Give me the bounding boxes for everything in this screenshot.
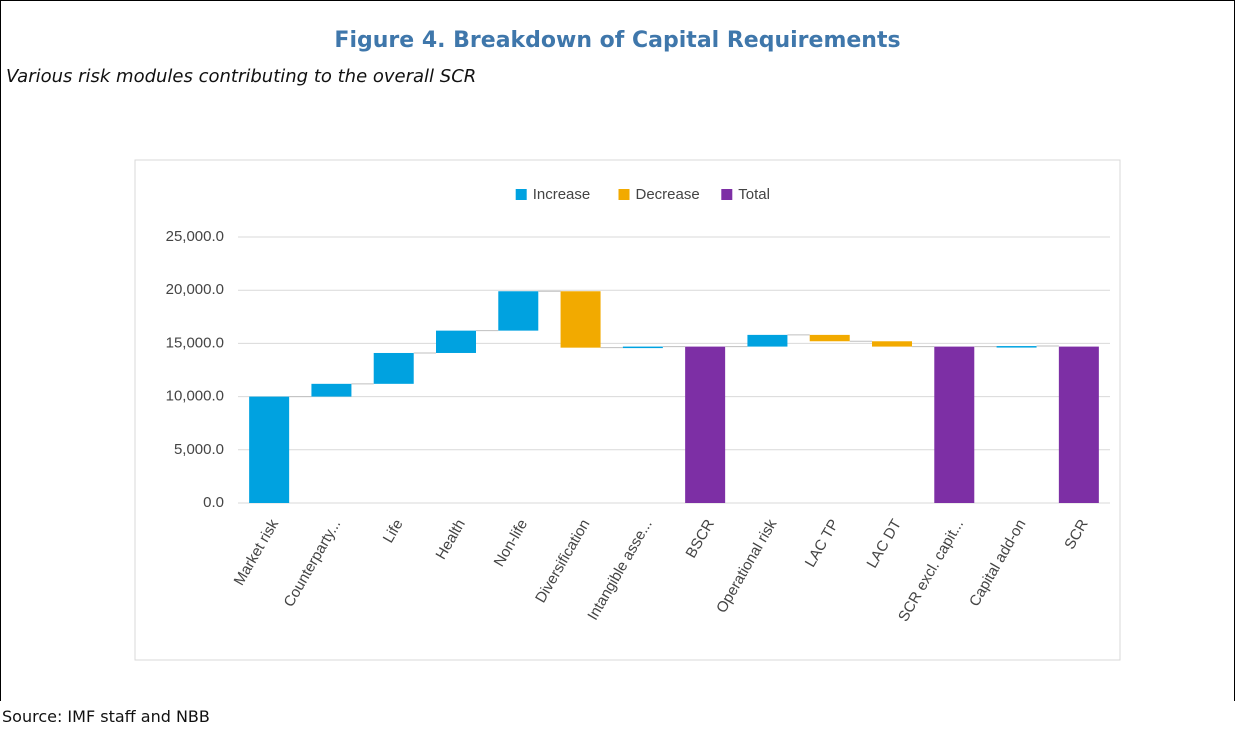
title: Figure 4. Breakdown of Capital Requireme…: [334, 28, 901, 53]
y-tick-label: 10,000.0: [166, 388, 224, 405]
bar: [685, 346, 726, 503]
bar: [996, 346, 1037, 348]
bar: [560, 291, 601, 348]
legend-label: Total: [738, 186, 770, 203]
bar: [311, 383, 352, 397]
bar: [1058, 346, 1099, 503]
legend-swatch: [721, 189, 733, 200]
y-tick-label: 25,000.0: [166, 228, 224, 245]
bar: [436, 330, 476, 353]
bar: [809, 334, 850, 342]
legend-label: Decrease: [636, 186, 700, 203]
legend-swatch: [618, 189, 630, 200]
y-tick-label: 5,000.0: [174, 441, 224, 458]
bar: [498, 291, 539, 331]
bar: [934, 346, 975, 503]
y-tick-label: 15,000.0: [166, 334, 224, 351]
source: Source: IMF staff and NBB: [2, 707, 210, 726]
bar: [747, 334, 788, 347]
y-tick-label: 20,000.0: [166, 281, 224, 298]
bar: [249, 396, 290, 503]
bar: [622, 346, 663, 349]
y-tick-label: 0.0: [203, 494, 224, 511]
legend-label: Increase: [533, 186, 591, 203]
legend-swatch: [515, 189, 527, 200]
bar: [373, 352, 414, 384]
subtitle: Various risk modules contributing to the…: [6, 66, 477, 87]
bar: [872, 341, 912, 347]
